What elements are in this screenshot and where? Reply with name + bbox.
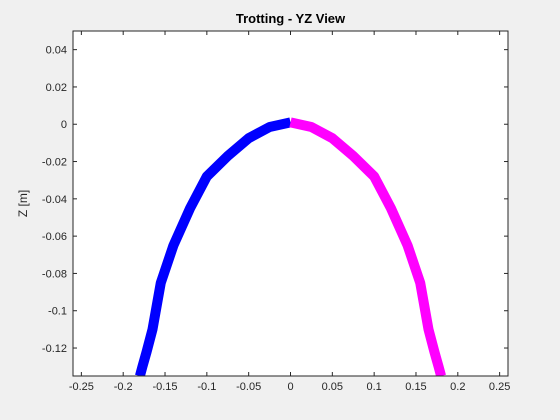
x-tick-label: -0.25 (69, 381, 94, 393)
series-layer (135, 117, 446, 376)
x-tick-label: -0.1 (197, 381, 216, 393)
x-ticks: -0.25 -0.2 -0.15 -0.1 -0.05 0 0.05 0.1 0.15 0.2 0.… (69, 31, 510, 393)
chart-title: Trotting - YZ View (236, 11, 346, 26)
x-tick-label: 0.25 (489, 381, 510, 393)
y-ticks: 0.04 0.02 0 -0.02 -0.04 -0.06 -0.08 -0.1 -0.12 (42, 45, 508, 355)
y-tick-label: -0.1 (48, 306, 67, 318)
x-tick-label: -0.05 (236, 381, 261, 393)
series-line-magenta (289, 117, 446, 376)
x-tick-label: -0.2 (114, 381, 133, 393)
y-tick-label: 0.02 (46, 82, 67, 94)
y-tick-label: 0.04 (46, 45, 67, 57)
y-tick-label: 0 (61, 119, 67, 131)
plot-area (73, 31, 508, 376)
x-tick-label: 0 (287, 381, 293, 393)
x-tick-label: 0.1 (367, 381, 382, 393)
series-line-blue (135, 117, 292, 376)
y-tick-label: -0.08 (42, 268, 67, 280)
x-tick-label: -0.15 (152, 381, 177, 393)
y-tick-label: -0.04 (42, 194, 67, 206)
y-tick-label: -0.12 (42, 343, 67, 355)
x-tick-label: 0.2 (450, 381, 465, 393)
y-tick-label: -0.06 (42, 231, 67, 243)
y-tick-label: -0.02 (42, 157, 67, 169)
x-tick-label: 0.15 (405, 381, 426, 393)
y-axis-label: Z [m] (16, 190, 30, 217)
x-tick-label: 0.05 (322, 381, 343, 393)
